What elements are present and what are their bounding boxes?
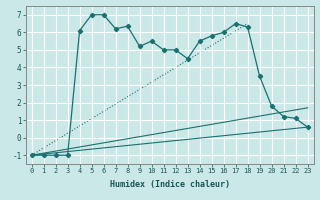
X-axis label: Humidex (Indice chaleur): Humidex (Indice chaleur)	[109, 180, 230, 189]
